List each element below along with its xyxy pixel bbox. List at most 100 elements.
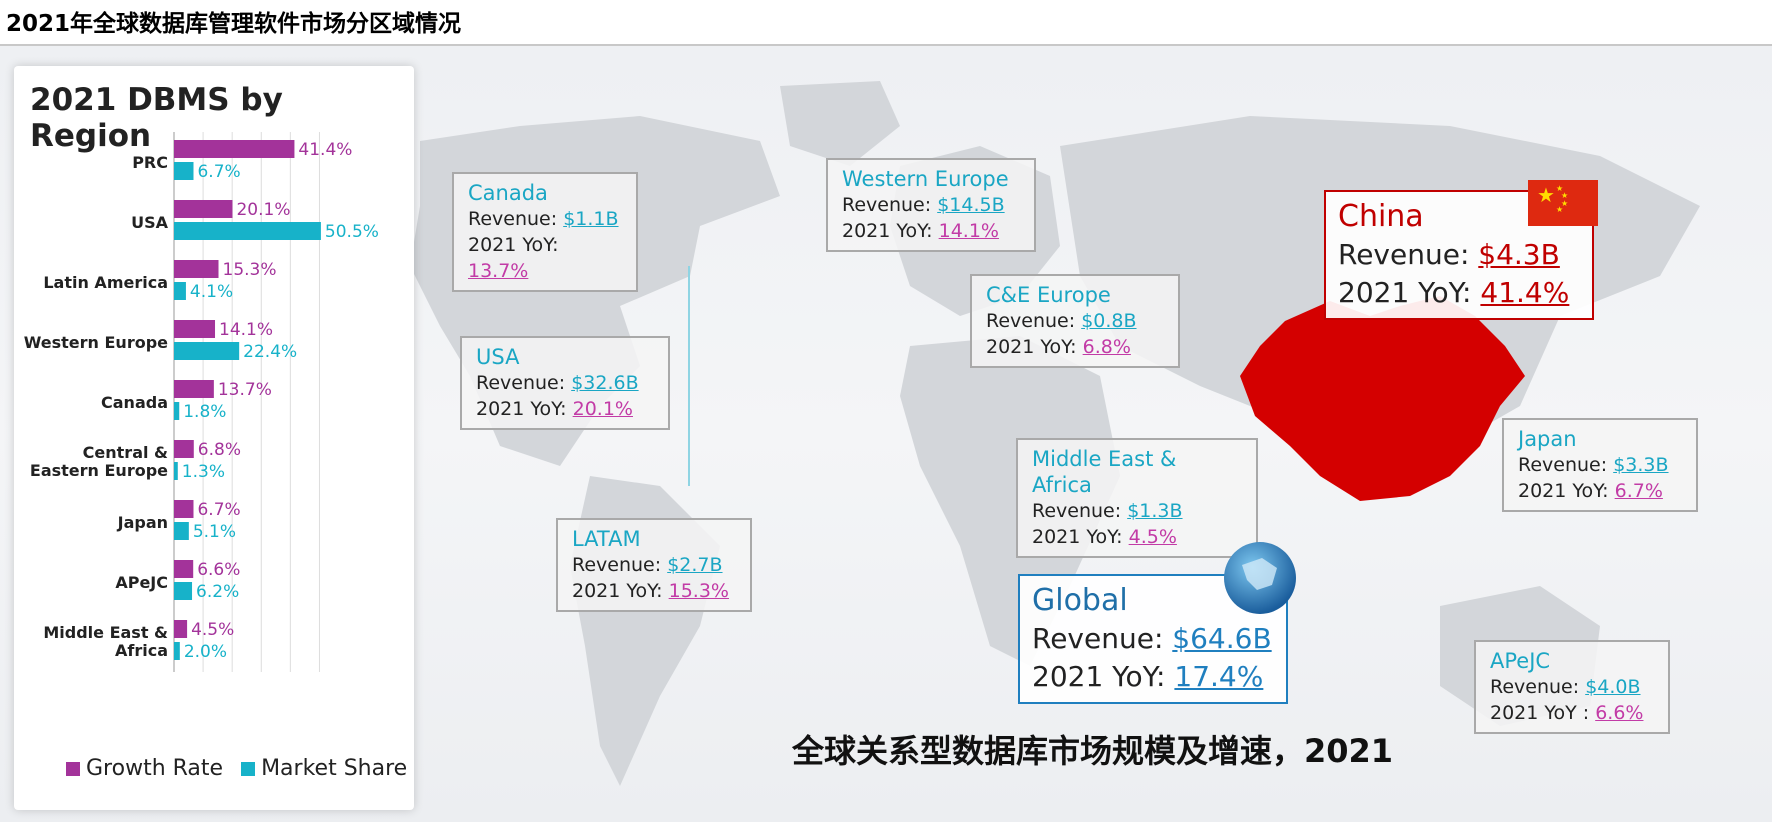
category-label: Japan <box>117 513 168 532</box>
yoy-value: 4.5% <box>1128 526 1177 548</box>
callout-name: Japan <box>1518 427 1577 451</box>
revenue-label: Revenue: <box>1338 238 1479 271</box>
category-label: Central & Eastern Europe <box>30 443 168 480</box>
bar-share <box>174 222 321 240</box>
callout-canada: Canada Revenue: $1.1B 2021 YoY: 13.7% <box>452 172 638 292</box>
callout-name: USA <box>476 345 520 369</box>
revenue-value: $64.6B <box>1172 622 1272 655</box>
legend-swatch-growth <box>66 761 80 776</box>
bar-growth <box>174 260 219 278</box>
data-label: 6.6% <box>197 560 240 580</box>
data-label: 15.3% <box>223 260 277 280</box>
china-flag-icon: ★ ★ ★ ★ ★ <box>1528 180 1598 226</box>
category-label: Latin America <box>43 273 168 292</box>
data-label: 20.1% <box>236 200 290 220</box>
bar-growth <box>174 620 188 638</box>
data-label: 41.4% <box>298 140 352 160</box>
revenue-value: $32.6B <box>571 372 639 394</box>
legend-label-growth: Growth Rate <box>86 756 224 781</box>
callout-ce-europe: C&E Europe Revenue: $0.8B 2021 YoY: 6.8% <box>970 274 1180 368</box>
bar-share <box>174 402 180 420</box>
callout-apejc: APeJC Revenue: $4.0B 2021 YoY : 6.6% <box>1474 640 1670 734</box>
bar-growth <box>174 560 194 578</box>
callout-name: APeJC <box>1490 649 1551 673</box>
legend-swatch-share <box>241 761 256 776</box>
greenland-shape <box>780 81 900 166</box>
yoy-label: 2021 YoY : <box>1490 702 1596 724</box>
callout-name: Global <box>1032 583 1128 618</box>
callout-japan: Japan Revenue: $3.3B 2021 YoY: 6.7% <box>1502 418 1698 512</box>
title-divider <box>0 44 1772 46</box>
bar-share <box>174 282 186 300</box>
yoy-value: 41.4% <box>1480 276 1570 309</box>
svg-text:★: ★ <box>1556 205 1563 214</box>
legend-label-share: Market Share <box>261 756 408 781</box>
bar-share <box>174 642 180 660</box>
bar-growth <box>174 440 194 458</box>
bar-growth <box>174 500 194 518</box>
category-label: Middle East & Africa <box>43 623 168 660</box>
bar-share <box>174 342 240 360</box>
chart-title: 2021 DBMS by Region <box>30 82 283 154</box>
revenue-label: Revenue: <box>476 372 572 394</box>
revenue-value: $2.7B <box>667 554 723 576</box>
category-label: PRC <box>132 153 168 172</box>
callout-name: Canada <box>468 181 548 205</box>
revenue-value: $1.3B <box>1127 500 1183 522</box>
yoy-value: 13.7% <box>468 260 529 282</box>
data-label: 6.8% <box>198 440 241 460</box>
category-label: APeJC <box>115 573 168 592</box>
bar-growth <box>174 200 233 218</box>
data-label: 6.2% <box>196 582 239 602</box>
bar-share <box>174 462 178 480</box>
revenue-value: $3.3B <box>1613 454 1669 476</box>
yoy-value: 17.4% <box>1174 660 1264 693</box>
revenue-label: Revenue: <box>986 310 1082 332</box>
data-label: 2.0% <box>184 642 227 662</box>
bar-share <box>174 582 193 600</box>
revenue-value: $4.0B <box>1585 676 1641 698</box>
revenue-value: $0.8B <box>1081 310 1137 332</box>
category-label: USA <box>131 213 169 232</box>
yoy-value: 6.8% <box>1082 336 1131 358</box>
category-label: Canada <box>101 393 168 412</box>
data-label: 50.5% <box>325 222 379 242</box>
data-label: 1.3% <box>182 462 225 482</box>
callout-name: Western Europe <box>842 167 1009 191</box>
svg-text:★: ★ <box>1537 183 1555 207</box>
callout-name: C&E Europe <box>986 283 1111 307</box>
callout-global: Global Revenue: $64.6B 2021 YoY: 17.4% <box>1018 574 1288 704</box>
yoy-label: 2021 YoY: <box>1338 276 1481 309</box>
bar-chart-svg: PRC 41.4% 6.7% USA 20.1% 50.5% Latin America 15… <box>24 132 379 672</box>
yoy-label: 2021 YoY: <box>1518 480 1615 502</box>
callout-name: LATAM <box>572 527 641 551</box>
yoy-label: 2021 YoY: <box>842 220 939 242</box>
callout-latam: LATAM Revenue: $2.7B 2021 YoY: 15.3% <box>556 518 752 612</box>
bar-growth <box>174 320 216 338</box>
yoy-label: 2021 YoY: <box>1032 526 1129 548</box>
data-label: 5.1% <box>193 522 236 542</box>
revenue-label: Revenue: <box>1032 622 1173 655</box>
bar-growth <box>174 380 214 398</box>
yoy-value: 6.7% <box>1614 480 1663 502</box>
globe-icon <box>1224 542 1296 614</box>
yoy-value: 15.3% <box>668 580 729 602</box>
revenue-label: Revenue: <box>842 194 938 216</box>
chart-legend: Growth Rate Market Share <box>66 756 407 781</box>
bar-share <box>174 162 194 180</box>
china-shape <box>1240 296 1525 501</box>
yoy-label: 2021 YoY: <box>476 398 573 420</box>
callout-china: China Revenue: $4.3B 2021 YoY: 41.4% <box>1324 190 1594 320</box>
callout-western-europe: Western Europe Revenue: $14.5B 2021 YoY:… <box>826 158 1036 252</box>
revenue-value: $1.1B <box>563 208 619 230</box>
yoy-label: 2021 YoY: <box>1032 660 1175 693</box>
revenue-label: Revenue: <box>1518 454 1614 476</box>
callout-middle-east-africa: Middle East & Africa Revenue: $1.3B 2021… <box>1016 438 1258 558</box>
svg-text:★: ★ <box>1556 184 1563 193</box>
data-label: 13.7% <box>218 380 272 400</box>
yoy-value: 6.6% <box>1595 702 1644 724</box>
revenue-label: Revenue: <box>1490 676 1586 698</box>
revenue-value: $14.5B <box>937 194 1005 216</box>
page-title: 2021年全球数据库管理软件市场分区域情况 <box>6 11 462 37</box>
data-label: 1.8% <box>183 402 226 422</box>
